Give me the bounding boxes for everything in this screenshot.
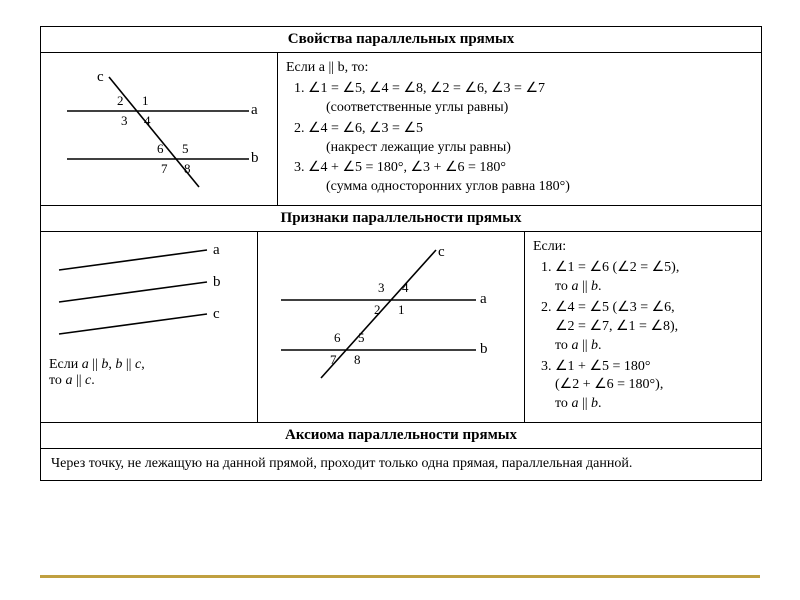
svg-text:7: 7 — [330, 352, 337, 367]
svg-text:5: 5 — [358, 330, 365, 345]
section1-row: a b c 2 1 3 4 6 5 7 8 Если a || b, то: — [41, 53, 761, 206]
colA-caption2: то a || c. — [49, 373, 249, 389]
section1-intro: Если a || b, то: — [286, 59, 753, 78]
colC-item-3: ∠1 + ∠5 = 180° (∠2 + ∠6 = 180°), то a ||… — [555, 358, 753, 415]
section1-item-2: ∠4 = ∠6, ∠3 = ∠5 (накрест лежащие углы р… — [308, 120, 753, 158]
label-b: b — [251, 150, 259, 166]
colA-caption1: Если a || b, b || c, — [49, 357, 249, 373]
section3-text: Через точку, не лежащую на данной прямой… — [41, 449, 761, 480]
label-c: c — [97, 69, 104, 85]
svg-text:8: 8 — [354, 352, 361, 367]
decoration-bar — [40, 575, 760, 578]
svg-text:a: a — [480, 291, 487, 307]
svg-text:c: c — [213, 306, 220, 322]
svg-text:4: 4 — [402, 280, 409, 295]
page: Свойства параллельных прямых a b c 2 — [0, 0, 800, 600]
section1-text: Если a || b, то: ∠1 = ∠5, ∠4 = ∠8, ∠2 = … — [278, 53, 761, 205]
svg-text:2: 2 — [374, 302, 381, 317]
svg-text:5: 5 — [182, 141, 189, 156]
section2-colB: a b c 3 4 2 1 6 5 7 8 — [258, 232, 525, 422]
section3-title: Аксиома параллельности прямых — [41, 423, 761, 449]
diagram-parallel-transversal: a b c 2 1 3 4 6 5 7 8 — [49, 59, 259, 189]
label-a: a — [251, 102, 258, 118]
colC-list: ∠1 = ∠6 (∠2 = ∠5), то a || b. ∠4 = ∠5 (∠… — [533, 259, 753, 414]
section1-diagram-cell: a b c 2 1 3 4 6 5 7 8 — [41, 53, 278, 205]
section2-row: a b c Если a || b, b || c, то a || c. — [41, 232, 761, 423]
svg-text:6: 6 — [334, 330, 341, 345]
colC-intro: Если: — [533, 238, 753, 257]
section1-list: ∠1 = ∠5, ∠4 = ∠8, ∠2 = ∠6, ∠3 = ∠7 (соот… — [286, 80, 753, 197]
svg-text:3: 3 — [378, 280, 385, 295]
svg-text:1: 1 — [398, 302, 405, 317]
svg-text:3: 3 — [121, 113, 128, 128]
reference-sheet: Свойства параллельных прямых a b c 2 — [40, 26, 762, 481]
svg-text:2: 2 — [117, 93, 124, 108]
section1-item-3: ∠4 + ∠5 = 180°, ∠3 + ∠6 = 180° (сумма од… — [308, 159, 753, 197]
svg-text:8: 8 — [184, 161, 191, 176]
section2-colC: Если: ∠1 = ∠6 (∠2 = ∠5), то a || b. ∠4 =… — [525, 232, 761, 422]
svg-text:c: c — [438, 244, 445, 260]
svg-text:6: 6 — [157, 141, 164, 156]
colC-item-2: ∠4 = ∠5 (∠3 = ∠6, ∠2 = ∠7, ∠1 = ∠8), то … — [555, 299, 753, 356]
section2-colA: a b c Если a || b, b || c, то a || c. — [41, 232, 258, 422]
diagram-three-parallel: a b c — [49, 238, 234, 348]
diagram-transversal-2: a b c 3 4 2 1 6 5 7 8 — [266, 238, 501, 388]
section1-item-1: ∠1 = ∠5, ∠4 = ∠8, ∠2 = ∠6, ∠3 = ∠7 (соот… — [308, 80, 753, 118]
svg-text:b: b — [480, 341, 488, 357]
colC-item-1: ∠1 = ∠6 (∠2 = ∠5), то a || b. — [555, 259, 753, 297]
svg-text:a: a — [213, 242, 220, 258]
section1-title: Свойства параллельных прямых — [41, 27, 761, 53]
section2-title: Признаки параллельности прямых — [41, 206, 761, 232]
svg-text:7: 7 — [161, 161, 168, 176]
svg-text:b: b — [213, 274, 221, 290]
svg-text:4: 4 — [144, 113, 151, 128]
svg-text:1: 1 — [142, 93, 149, 108]
